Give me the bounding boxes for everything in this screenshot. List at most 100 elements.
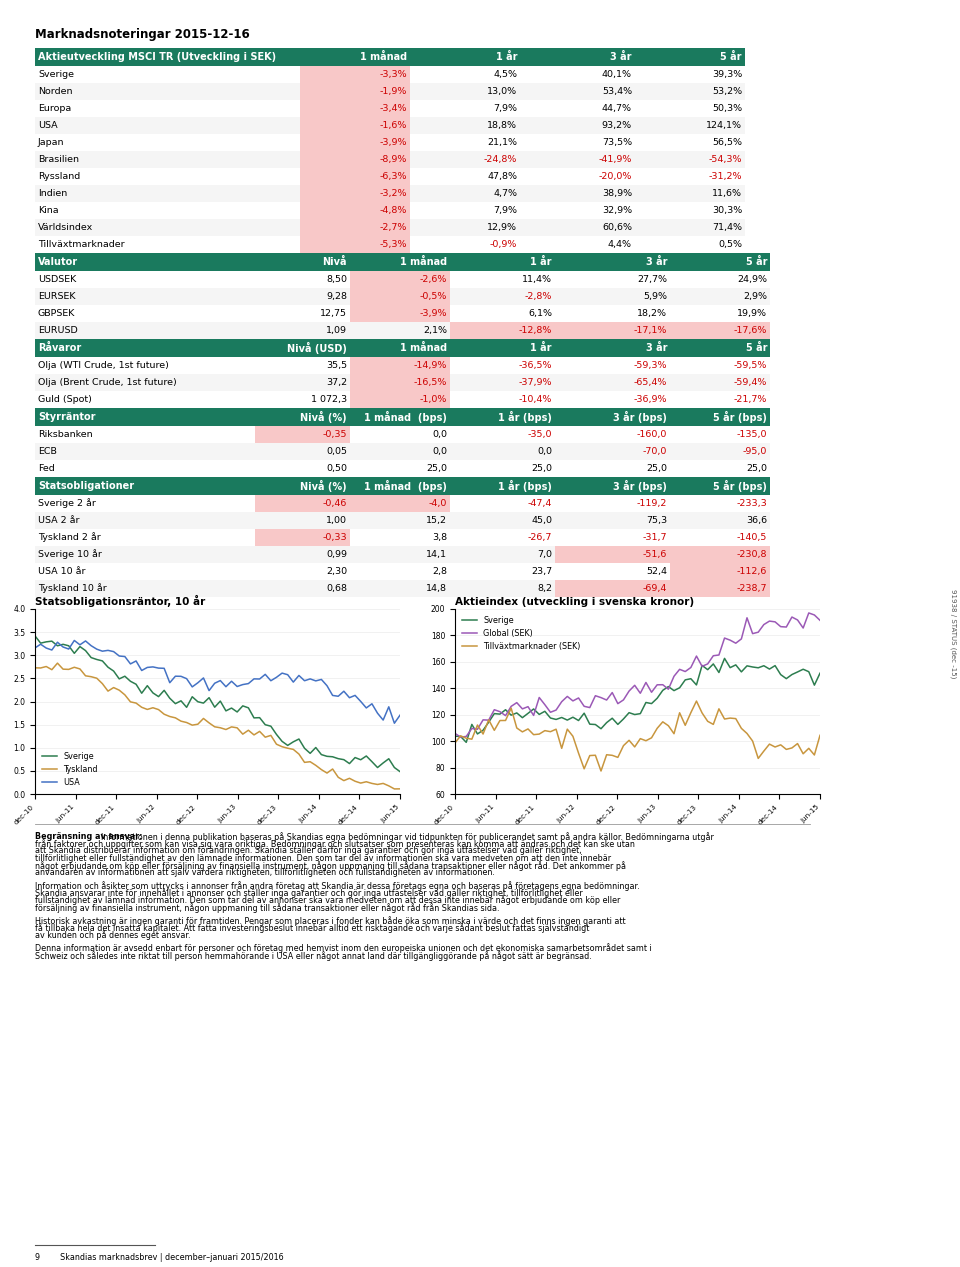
Bar	[35, 151, 745, 169]
Text: 3,8: 3,8	[432, 533, 447, 542]
Bar	[35, 84, 745, 100]
Text: -112,6: -112,6	[736, 568, 767, 576]
Text: -59,3%: -59,3%	[634, 361, 667, 370]
Bar	[255, 530, 350, 546]
Text: 3 år (bps): 3 år (bps)	[613, 480, 667, 492]
Text: 23,7: 23,7	[531, 568, 552, 576]
Text: EURUSD: EURUSD	[38, 326, 78, 334]
Text: 1 072,3: 1 072,3	[311, 395, 347, 404]
Text: 1 månad: 1 månad	[360, 52, 407, 62]
Text: -36,9%: -36,9%	[634, 395, 667, 404]
Text: 50,3%: 50,3%	[712, 104, 742, 113]
Global (SEK)	[455, 730, 467, 745]
Text: -3,2%: -3,2%	[379, 189, 407, 198]
Text: 27,7%: 27,7%	[637, 275, 667, 284]
Text: -51,6: -51,6	[642, 550, 667, 559]
Text: 73,5%: 73,5%	[602, 138, 632, 147]
Text: -24,8%: -24,8%	[484, 155, 517, 163]
Text: 47,8%: 47,8%	[487, 172, 517, 181]
Text: Denna information är avsedd enbart för personer och företag med hemvist inom den: Denna information är avsedd enbart för p…	[35, 944, 652, 954]
Bar	[35, 66, 745, 84]
Tyskland	[52, 655, 63, 670]
Text: 53,2%: 53,2%	[712, 87, 742, 96]
Bar	[255, 495, 350, 512]
Sverige	[617, 711, 629, 726]
Bar	[350, 271, 450, 288]
Text: Nivå (%): Nivå (%)	[300, 411, 347, 423]
Text: 60,6%: 60,6%	[602, 223, 632, 232]
Text: -47,4: -47,4	[528, 499, 552, 508]
Text: Guld (Spot): Guld (Spot)	[38, 395, 92, 404]
Text: 2,1%: 2,1%	[423, 326, 447, 334]
Text: 0,50: 0,50	[326, 464, 347, 473]
Text: 7,0: 7,0	[537, 550, 552, 559]
Tillväxtmarknader (SEK)	[747, 734, 758, 749]
Text: 5 år (bps): 5 år (bps)	[713, 480, 767, 492]
Sverige	[141, 678, 153, 693]
Text: 32,9%: 32,9%	[602, 207, 632, 215]
Text: -0,9%: -0,9%	[490, 239, 517, 250]
Tyskland	[389, 782, 400, 797]
Bar	[35, 460, 770, 476]
Text: -1,9%: -1,9%	[379, 87, 407, 96]
Bar	[300, 169, 410, 185]
Text: 0,5%: 0,5%	[718, 239, 742, 250]
Bar	[300, 236, 410, 253]
Global (SEK)	[567, 693, 579, 708]
Sverige	[814, 665, 826, 680]
Text: användaren av informationen att själv värdera riktigheten, tillförlitligheten oc: användaren av informationen att själv vä…	[35, 868, 494, 877]
Bar	[450, 322, 555, 340]
Text: 3 år: 3 år	[645, 343, 667, 353]
Bar	[350, 495, 450, 512]
Text: -20,0%: -20,0%	[599, 172, 632, 181]
Text: 4,5%: 4,5%	[493, 70, 517, 79]
Text: 4,4%: 4,4%	[608, 239, 632, 250]
Bar	[35, 134, 745, 151]
Text: tillförlitlighet eller fullständighet av den lämnade informationen. Den som tar : tillförlitlighet eller fullständighet av…	[35, 854, 612, 863]
Bar	[670, 546, 770, 563]
Text: 124,1%: 124,1%	[706, 122, 742, 131]
Bar	[35, 374, 770, 392]
Tillväxtmarknader (SEK)	[617, 739, 629, 754]
Text: Tyskland 10 år: Tyskland 10 år	[38, 584, 107, 593]
Text: 1,09: 1,09	[326, 326, 347, 334]
Text: -0,5%: -0,5%	[420, 291, 447, 302]
Text: något erbjudande om köp eller försäljning av finansiella instrument, någon uppma: något erbjudande om köp eller försäljnin…	[35, 860, 626, 870]
Text: Historisk avkastning är ingen garanti för framtiden. Pengar som placeras i fonde: Historisk avkastning är ingen garanti fö…	[35, 916, 626, 926]
Bar	[555, 546, 670, 563]
Global (SEK)	[617, 692, 629, 707]
Text: Tillväxtmarknader: Tillväxtmarknader	[38, 239, 125, 250]
Text: från faktorer och uppgifter som kan visa sig vara oriktiga. Bedömningar och slut: från faktorer och uppgifter som kan visa…	[35, 839, 635, 849]
Text: 30,3%: 30,3%	[711, 207, 742, 215]
Text: -2,8%: -2,8%	[524, 291, 552, 302]
Text: 1 år (bps): 1 år (bps)	[498, 480, 552, 492]
Text: Indien: Indien	[38, 189, 67, 198]
Text: 9,28: 9,28	[326, 291, 347, 302]
Bar	[35, 546, 770, 563]
Text: -4,0: -4,0	[428, 499, 447, 508]
Text: -70,0: -70,0	[642, 447, 667, 456]
Text: 25,0: 25,0	[746, 464, 767, 473]
Text: -10,4%: -10,4%	[518, 395, 552, 404]
Text: -3,3%: -3,3%	[379, 70, 407, 79]
Text: -0,33: -0,33	[323, 533, 347, 542]
Bar	[35, 426, 770, 443]
USA	[198, 670, 209, 685]
Text: fullständighet av lämnad information. Den som tar del av annonser ska vara medve: fullständighet av lämnad information. De…	[35, 896, 620, 906]
USA	[322, 678, 333, 693]
Tillväxtmarknader (SEK)	[477, 726, 489, 741]
Text: 53,4%: 53,4%	[602, 87, 632, 96]
Tillväxtmarknader (SEK)	[595, 764, 607, 779]
Text: Norden: Norden	[38, 87, 73, 96]
Text: Aktieindex (utveckling i svenska kronor): Aktieindex (utveckling i svenska kronor)	[455, 597, 694, 607]
Bar	[300, 219, 410, 236]
Sverige	[483, 715, 494, 730]
Text: 5 år: 5 år	[746, 343, 767, 353]
Sverige	[85, 650, 97, 665]
Text: -54,3%: -54,3%	[708, 155, 742, 163]
Text: -31,7: -31,7	[642, 533, 667, 542]
Text: 18,8%: 18,8%	[487, 122, 517, 131]
Text: -14,9%: -14,9%	[414, 361, 447, 370]
Text: Riksbanken: Riksbanken	[38, 430, 92, 438]
Text: -140,5: -140,5	[736, 533, 767, 542]
